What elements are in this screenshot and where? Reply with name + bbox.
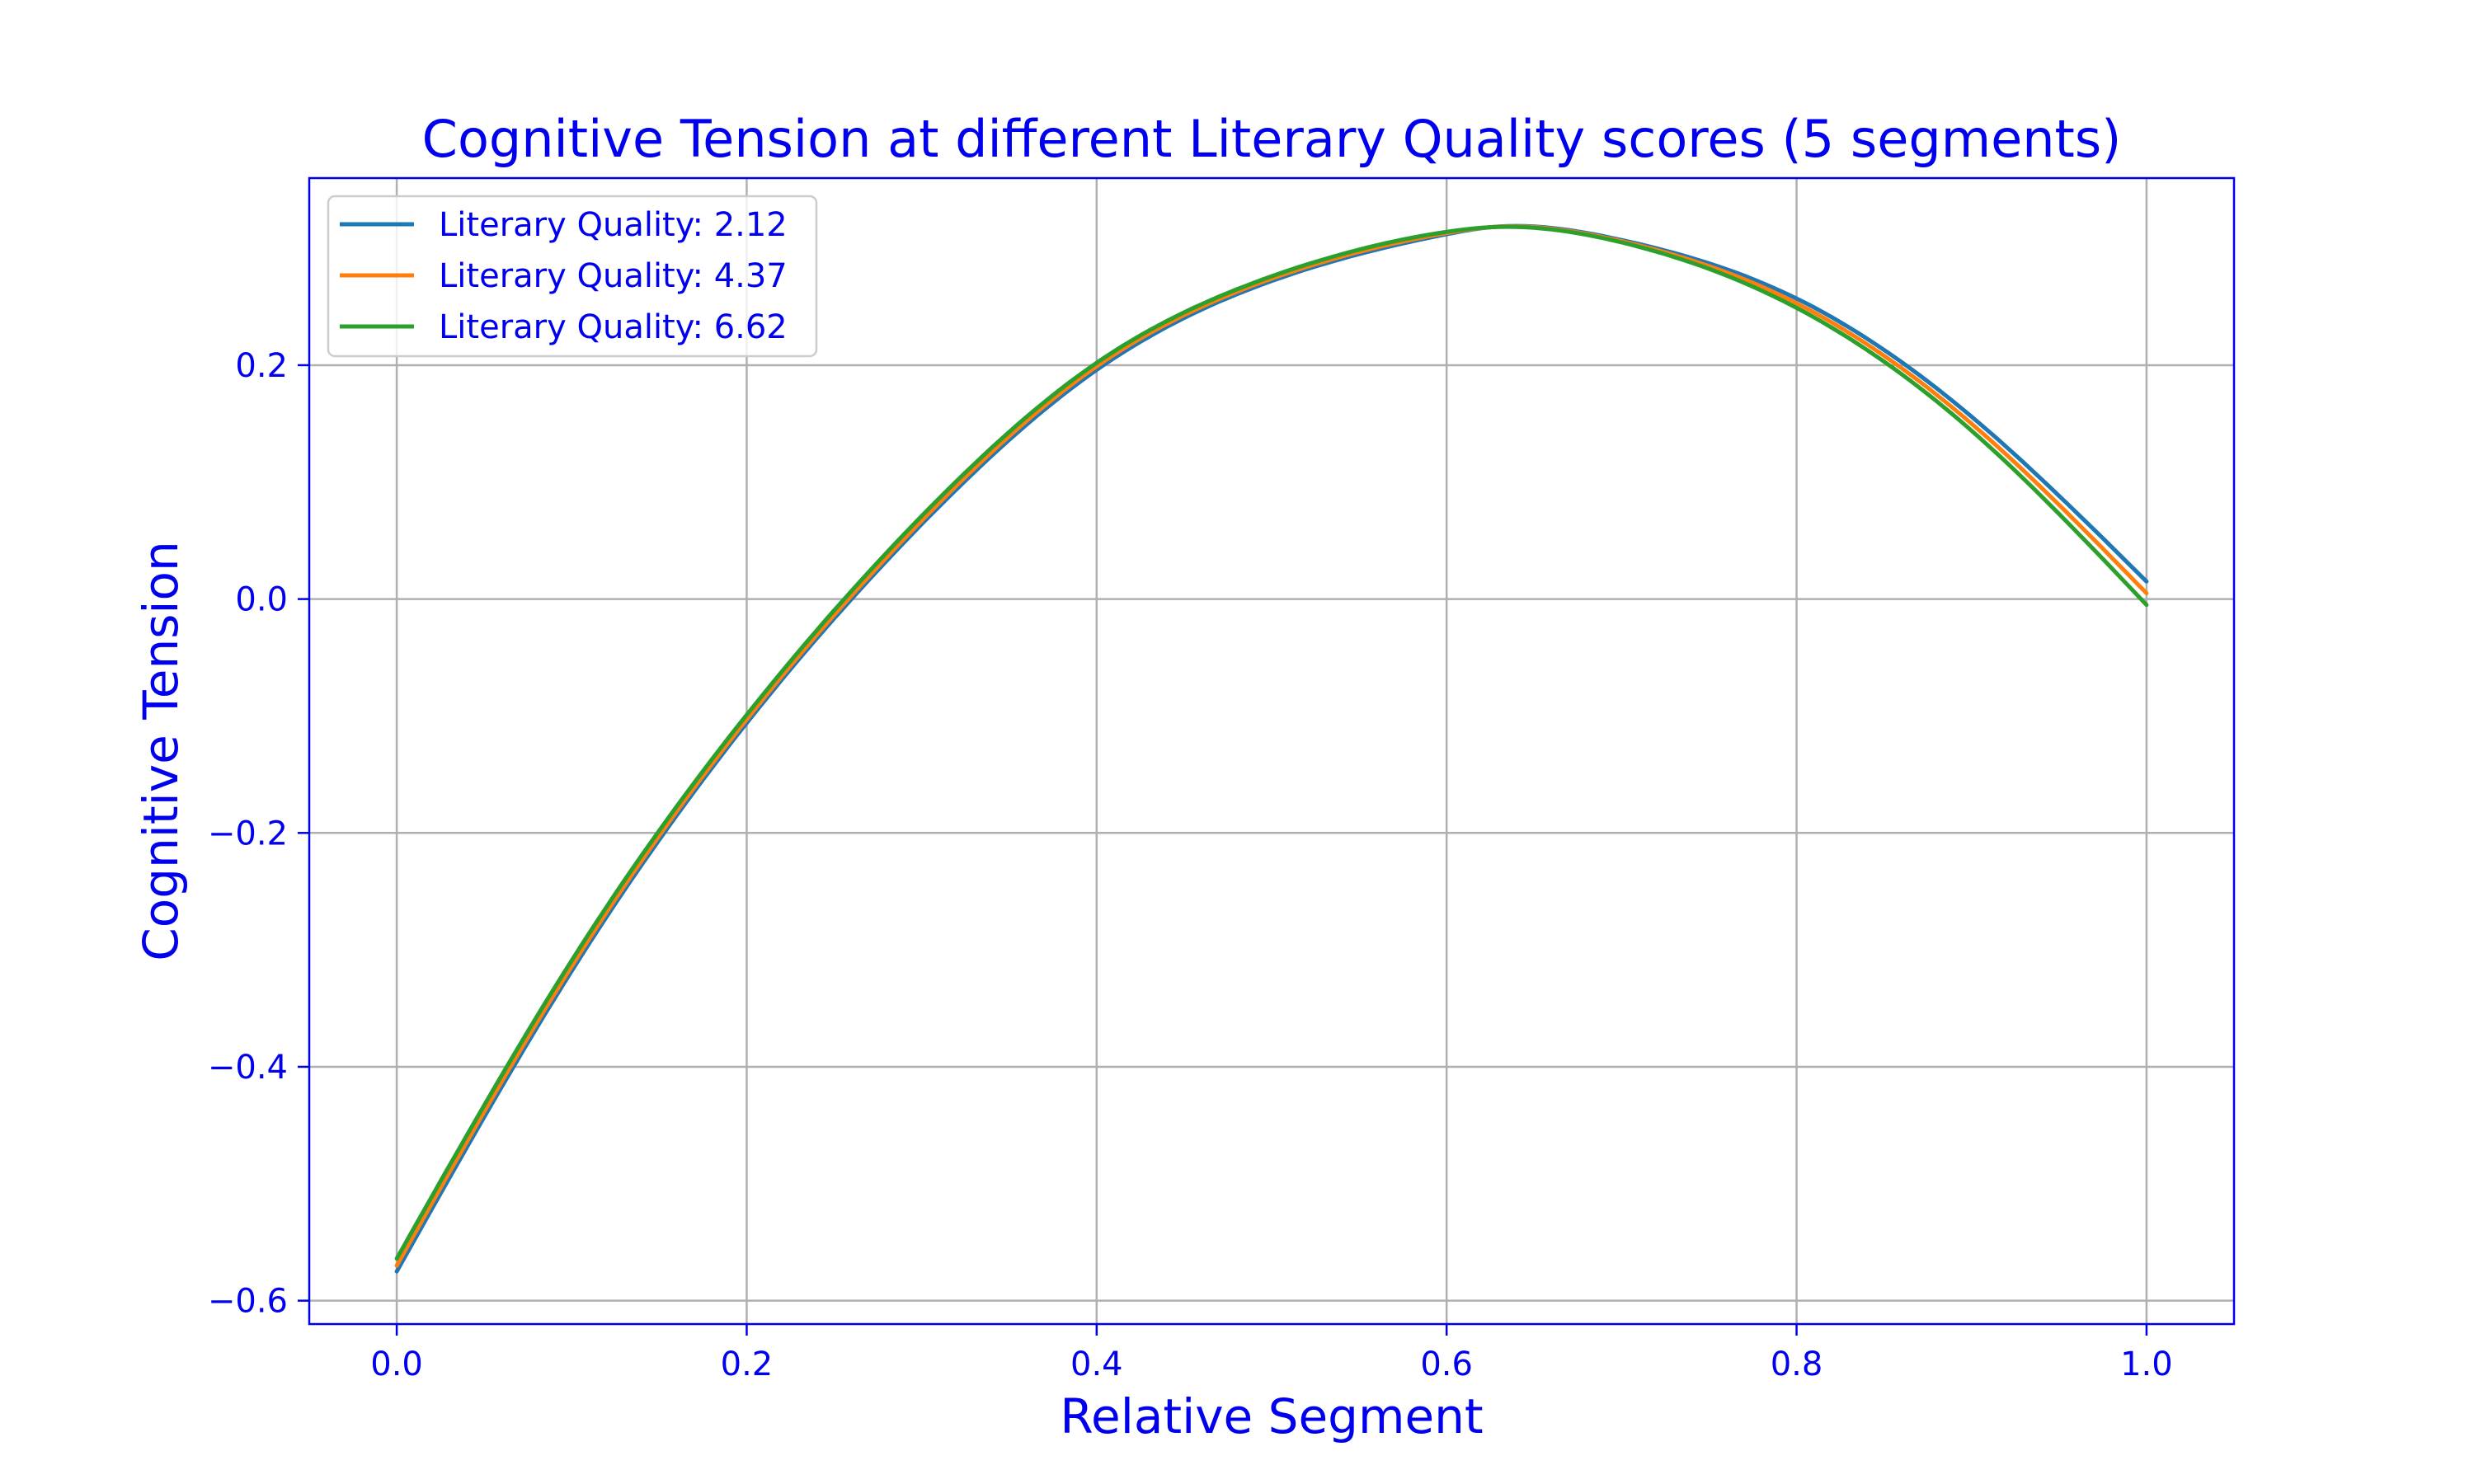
y-tick-label: −0.4 [208, 1049, 288, 1087]
plot-frame [308, 176, 2236, 1326]
x-tick-label: 1.0 [2120, 1345, 2173, 1383]
x-tick-label: 0.8 [1771, 1345, 1823, 1383]
x-tick-label: 0.2 [721, 1345, 774, 1383]
x-tick-label: 0.4 [1070, 1345, 1123, 1383]
legend-label-series-2: Literary Quality: 4.37 [439, 257, 788, 295]
legend-box [327, 195, 818, 358]
series-line-2 [394, 224, 2149, 1268]
series-line-1 [394, 223, 2149, 1274]
y-tick-label: 0.2 [235, 347, 288, 385]
x-axis-label: Relative Segment [1060, 1388, 1483, 1444]
legend: Literary Quality: 2.12 Literary Quality:… [327, 195, 818, 358]
legend-label-series-1: Literary Quality: 2.12 [439, 206, 788, 244]
x-tick-label: 0.6 [1420, 1345, 1473, 1383]
y-tick-label: −0.2 [208, 815, 288, 852]
legend-label-series-3: Literary Quality: 6.62 [439, 308, 788, 346]
series-line-3 [394, 224, 2149, 1261]
y-tick-label: 0.0 [235, 581, 288, 619]
tick-layer: 0.0 0.2 0.4 0.6 0.8 1.0 −0.6 −0.4 −0.2 0.0 0.2 [208, 347, 2173, 1383]
chart-title: Cognitive Tension at different Literary … [422, 109, 2122, 169]
y-tick-label: −0.6 [208, 1283, 288, 1321]
series-layer [394, 223, 2149, 1274]
x-tick-label: 0.0 [370, 1345, 423, 1383]
y-axis-label: Cognitive Tension [133, 541, 189, 961]
